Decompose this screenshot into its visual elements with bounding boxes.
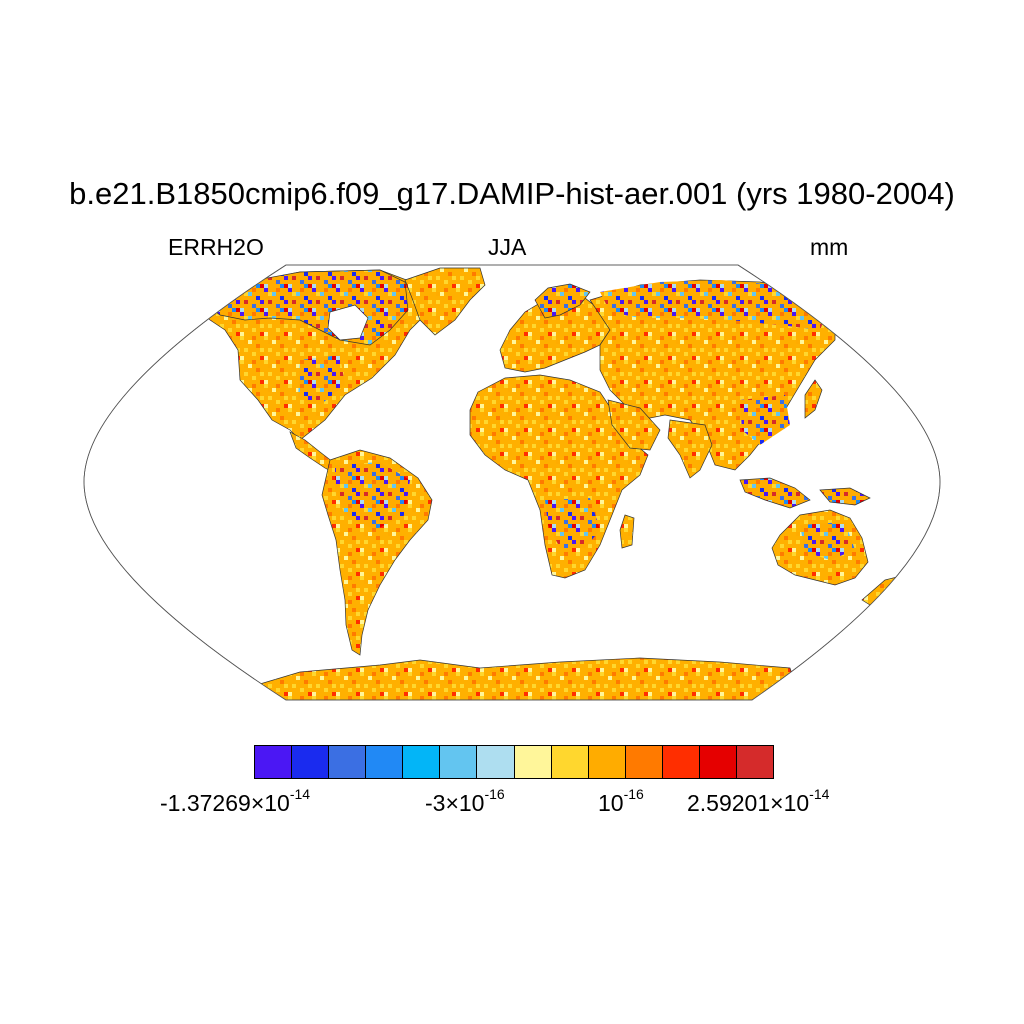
colorbar-cell: [737, 746, 774, 778]
units-label: mm: [810, 234, 849, 260]
colorbar-label-max: 2.59201×10-14: [687, 786, 830, 816]
colorbar-cell: [366, 746, 404, 778]
colorbar-label-pos: 10-16: [598, 786, 644, 816]
colorbar: [254, 745, 774, 779]
season-label: JJA: [488, 234, 527, 260]
colorbar-cell: [514, 746, 552, 778]
colorbar-cell: [403, 746, 441, 778]
colorbar-cell: [662, 746, 700, 778]
variable-label: ERRH2O: [168, 234, 264, 260]
land-greenland: [404, 267, 486, 336]
land-africa: [469, 374, 649, 579]
colorbar-cell: [292, 746, 330, 778]
colorbar-cell: [329, 746, 367, 778]
colorbar-cell: [551, 746, 589, 778]
colorbar-cell: [477, 746, 515, 778]
colorbar-cell: [625, 746, 663, 778]
plot-title: b.e21.B1850cmip6.f09_g17.DAMIP-hist-aer.…: [69, 176, 955, 211]
colorbar-cell: [699, 746, 738, 778]
colorbar-cell: [440, 746, 478, 778]
land-antarctica: [229, 657, 801, 700]
colorbar-cell: [255, 746, 293, 778]
colorbar-label-neg: -3×10-16: [425, 786, 505, 816]
colorbar-label-min: -1.37269×10-14: [160, 786, 311, 816]
colorbar-cell: [588, 746, 626, 778]
